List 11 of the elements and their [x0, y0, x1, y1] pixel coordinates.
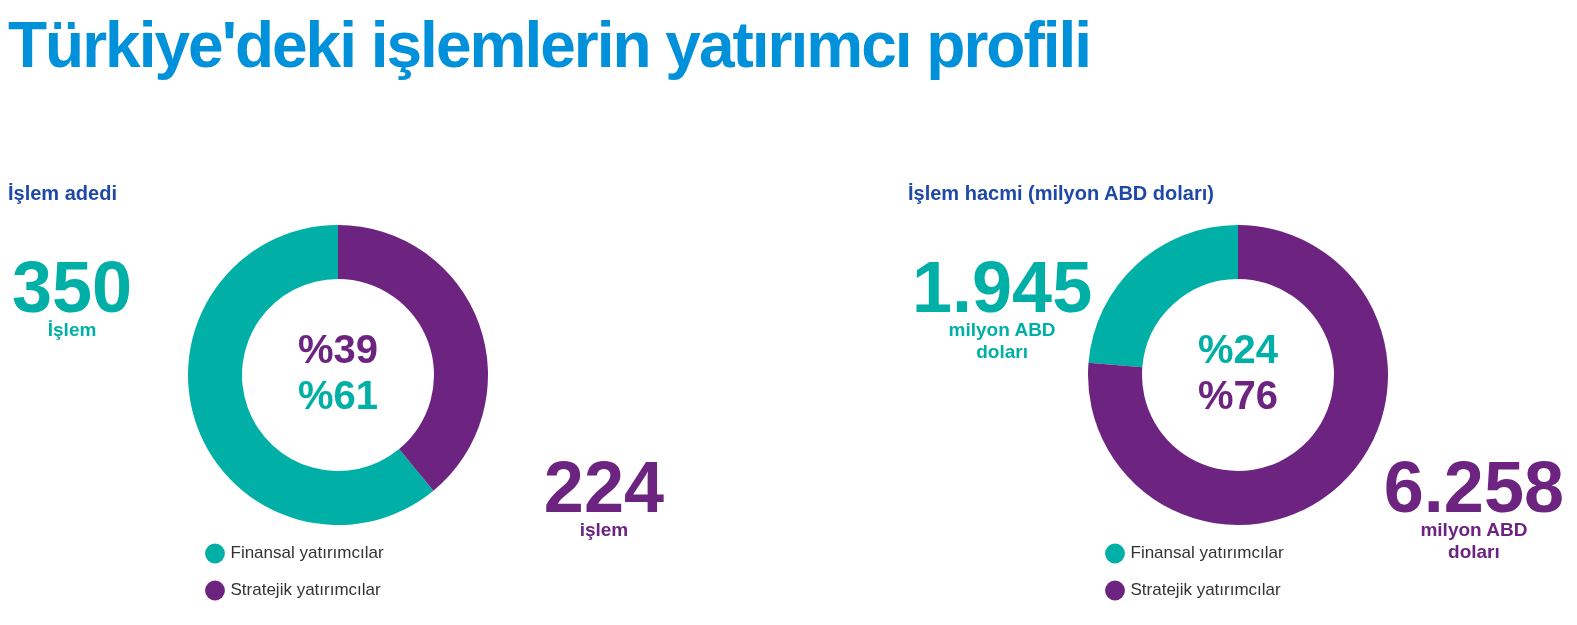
text: %61 [297, 373, 379, 418]
legend-label: Finansal yatırımcılar [1130, 543, 1284, 563]
legend-label: Stratejik yatırımcılar [230, 580, 382, 600]
text: %39 [297, 327, 379, 372]
text: %76 [1197, 373, 1279, 418]
legend-label: Finansal yatırımcılar [230, 543, 384, 563]
legend-label: Stratejik yatırımcılar [1130, 580, 1282, 600]
chart-subtitle: İşlem adedi [8, 182, 118, 205]
chart-title: İşlem hacmi (milyon ABD doları) [908, 182, 1215, 205]
chart-title: Türkiye'deki işlemlerin yatırımcı profili [8, 8, 1092, 82]
text: %24 [1197, 327, 1279, 372]
